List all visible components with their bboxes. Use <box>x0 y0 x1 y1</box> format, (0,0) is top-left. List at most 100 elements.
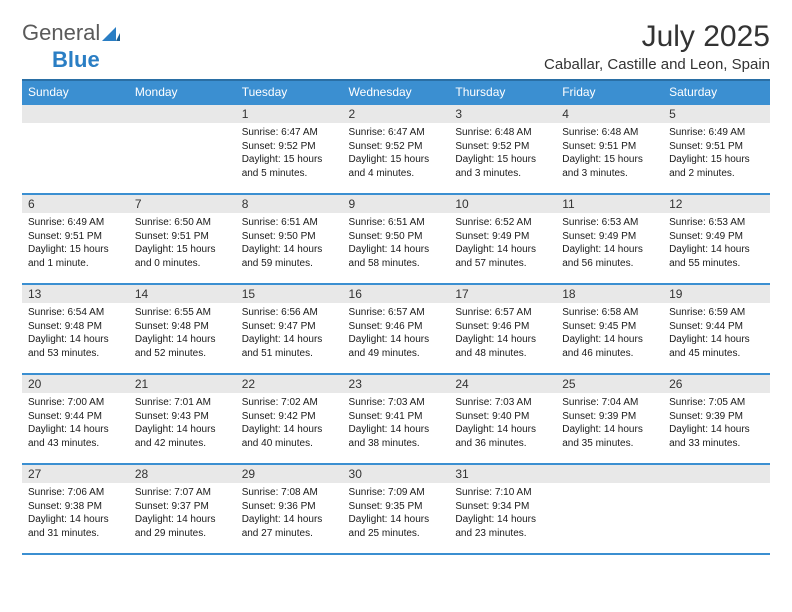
calendar-body: 1Sunrise: 6:47 AMSunset: 9:52 PMDaylight… <box>22 104 770 554</box>
calendar-cell: 16Sunrise: 6:57 AMSunset: 9:46 PMDayligh… <box>343 284 450 374</box>
calendar-cell: 23Sunrise: 7:03 AMSunset: 9:41 PMDayligh… <box>343 374 450 464</box>
day-number: 23 <box>343 375 450 393</box>
day-details: Sunrise: 7:07 AMSunset: 9:37 PMDaylight:… <box>129 483 236 542</box>
day-details <box>556 483 663 545</box>
day-number: 8 <box>236 195 343 213</box>
calendar-cell: 19Sunrise: 6:59 AMSunset: 9:44 PMDayligh… <box>663 284 770 374</box>
calendar-cell: 8Sunrise: 6:51 AMSunset: 9:50 PMDaylight… <box>236 194 343 284</box>
day-number: 11 <box>556 195 663 213</box>
calendar-cell: 18Sunrise: 6:58 AMSunset: 9:45 PMDayligh… <box>556 284 663 374</box>
logo-text-1: General <box>22 20 100 45</box>
calendar-cell <box>556 464 663 554</box>
day-number: 13 <box>22 285 129 303</box>
day-number: 22 <box>236 375 343 393</box>
day-details: Sunrise: 7:05 AMSunset: 9:39 PMDaylight:… <box>663 393 770 452</box>
day-number: 31 <box>449 465 556 483</box>
day-details: Sunrise: 6:53 AMSunset: 9:49 PMDaylight:… <box>556 213 663 272</box>
day-details: Sunrise: 6:53 AMSunset: 9:49 PMDaylight:… <box>663 213 770 272</box>
logo: General Blue <box>22 20 120 73</box>
calendar-cell <box>22 104 129 194</box>
header: General Blue July 2025 Caballar, Castill… <box>22 20 770 73</box>
calendar-cell: 24Sunrise: 7:03 AMSunset: 9:40 PMDayligh… <box>449 374 556 464</box>
day-details: Sunrise: 7:10 AMSunset: 9:34 PMDaylight:… <box>449 483 556 542</box>
day-number: 28 <box>129 465 236 483</box>
day-details: Sunrise: 6:52 AMSunset: 9:49 PMDaylight:… <box>449 213 556 272</box>
location: Caballar, Castille and Leon, Spain <box>544 56 770 73</box>
day-details: Sunrise: 6:47 AMSunset: 9:52 PMDaylight:… <box>343 123 450 182</box>
day-details: Sunrise: 6:50 AMSunset: 9:51 PMDaylight:… <box>129 213 236 272</box>
day-details: Sunrise: 6:49 AMSunset: 9:51 PMDaylight:… <box>663 123 770 182</box>
calendar-cell: 11Sunrise: 6:53 AMSunset: 9:49 PMDayligh… <box>556 194 663 284</box>
calendar-cell <box>129 104 236 194</box>
calendar-cell: 6Sunrise: 6:49 AMSunset: 9:51 PMDaylight… <box>22 194 129 284</box>
day-header: Wednesday <box>343 80 450 104</box>
calendar-cell: 5Sunrise: 6:49 AMSunset: 9:51 PMDaylight… <box>663 104 770 194</box>
day-details: Sunrise: 7:08 AMSunset: 9:36 PMDaylight:… <box>236 483 343 542</box>
calendar-cell: 31Sunrise: 7:10 AMSunset: 9:34 PMDayligh… <box>449 464 556 554</box>
day-details: Sunrise: 6:56 AMSunset: 9:47 PMDaylight:… <box>236 303 343 362</box>
calendar-cell: 17Sunrise: 6:57 AMSunset: 9:46 PMDayligh… <box>449 284 556 374</box>
day-details: Sunrise: 7:02 AMSunset: 9:42 PMDaylight:… <box>236 393 343 452</box>
calendar-cell: 12Sunrise: 6:53 AMSunset: 9:49 PMDayligh… <box>663 194 770 284</box>
calendar-cell: 22Sunrise: 7:02 AMSunset: 9:42 PMDayligh… <box>236 374 343 464</box>
calendar-cell: 2Sunrise: 6:47 AMSunset: 9:52 PMDaylight… <box>343 104 450 194</box>
day-number: 12 <box>663 195 770 213</box>
day-details: Sunrise: 6:49 AMSunset: 9:51 PMDaylight:… <box>22 213 129 272</box>
day-number: 15 <box>236 285 343 303</box>
calendar-week: 6Sunrise: 6:49 AMSunset: 9:51 PMDaylight… <box>22 194 770 284</box>
calendar-cell: 28Sunrise: 7:07 AMSunset: 9:37 PMDayligh… <box>129 464 236 554</box>
calendar-cell: 25Sunrise: 7:04 AMSunset: 9:39 PMDayligh… <box>556 374 663 464</box>
day-header-row: SundayMondayTuesdayWednesdayThursdayFrid… <box>22 80 770 104</box>
calendar-week: 1Sunrise: 6:47 AMSunset: 9:52 PMDaylight… <box>22 104 770 194</box>
day-number: 3 <box>449 105 556 123</box>
day-number: 19 <box>663 285 770 303</box>
day-details: Sunrise: 6:51 AMSunset: 9:50 PMDaylight:… <box>236 213 343 272</box>
day-number: 5 <box>663 105 770 123</box>
day-number <box>22 105 129 123</box>
day-number: 25 <box>556 375 663 393</box>
day-number: 7 <box>129 195 236 213</box>
day-details: Sunrise: 6:54 AMSunset: 9:48 PMDaylight:… <box>22 303 129 362</box>
day-details: Sunrise: 7:03 AMSunset: 9:41 PMDaylight:… <box>343 393 450 452</box>
day-number: 30 <box>343 465 450 483</box>
calendar-cell: 1Sunrise: 6:47 AMSunset: 9:52 PMDaylight… <box>236 104 343 194</box>
calendar-week: 13Sunrise: 6:54 AMSunset: 9:48 PMDayligh… <box>22 284 770 374</box>
logo-text-2: Blue <box>52 47 100 72</box>
day-number <box>556 465 663 483</box>
day-details: Sunrise: 6:55 AMSunset: 9:48 PMDaylight:… <box>129 303 236 362</box>
day-details: Sunrise: 7:03 AMSunset: 9:40 PMDaylight:… <box>449 393 556 452</box>
logo-sail-icon <box>102 21 120 47</box>
calendar-cell: 15Sunrise: 6:56 AMSunset: 9:47 PMDayligh… <box>236 284 343 374</box>
day-details: Sunrise: 7:09 AMSunset: 9:35 PMDaylight:… <box>343 483 450 542</box>
calendar-cell: 27Sunrise: 7:06 AMSunset: 9:38 PMDayligh… <box>22 464 129 554</box>
day-number: 24 <box>449 375 556 393</box>
calendar-cell: 30Sunrise: 7:09 AMSunset: 9:35 PMDayligh… <box>343 464 450 554</box>
day-number: 6 <box>22 195 129 213</box>
day-number: 26 <box>663 375 770 393</box>
day-header: Tuesday <box>236 80 343 104</box>
day-number: 2 <box>343 105 450 123</box>
day-header: Monday <box>129 80 236 104</box>
day-number: 20 <box>22 375 129 393</box>
day-details: Sunrise: 6:51 AMSunset: 9:50 PMDaylight:… <box>343 213 450 272</box>
day-details: Sunrise: 6:59 AMSunset: 9:44 PMDaylight:… <box>663 303 770 362</box>
day-number: 21 <box>129 375 236 393</box>
day-details <box>22 123 129 185</box>
calendar-cell: 21Sunrise: 7:01 AMSunset: 9:43 PMDayligh… <box>129 374 236 464</box>
calendar-table: SundayMondayTuesdayWednesdayThursdayFrid… <box>22 79 770 555</box>
calendar-cell: 14Sunrise: 6:55 AMSunset: 9:48 PMDayligh… <box>129 284 236 374</box>
day-details: Sunrise: 6:48 AMSunset: 9:52 PMDaylight:… <box>449 123 556 182</box>
day-details: Sunrise: 6:58 AMSunset: 9:45 PMDaylight:… <box>556 303 663 362</box>
day-details <box>663 483 770 545</box>
calendar-cell: 29Sunrise: 7:08 AMSunset: 9:36 PMDayligh… <box>236 464 343 554</box>
day-number: 4 <box>556 105 663 123</box>
day-number: 17 <box>449 285 556 303</box>
calendar-week: 20Sunrise: 7:00 AMSunset: 9:44 PMDayligh… <box>22 374 770 464</box>
day-details: Sunrise: 6:57 AMSunset: 9:46 PMDaylight:… <box>449 303 556 362</box>
calendar-cell: 7Sunrise: 6:50 AMSunset: 9:51 PMDaylight… <box>129 194 236 284</box>
day-details: Sunrise: 7:01 AMSunset: 9:43 PMDaylight:… <box>129 393 236 452</box>
calendar-cell: 3Sunrise: 6:48 AMSunset: 9:52 PMDaylight… <box>449 104 556 194</box>
calendar-cell: 4Sunrise: 6:48 AMSunset: 9:51 PMDaylight… <box>556 104 663 194</box>
calendar-cell: 10Sunrise: 6:52 AMSunset: 9:49 PMDayligh… <box>449 194 556 284</box>
day-details: Sunrise: 7:04 AMSunset: 9:39 PMDaylight:… <box>556 393 663 452</box>
